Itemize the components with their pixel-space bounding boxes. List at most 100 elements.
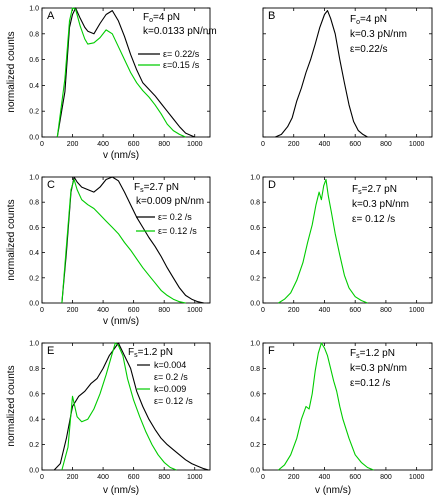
panel-annotation: ε= 0.12 /s (352, 214, 395, 225)
legend-label: ε= 0.22/s (163, 49, 200, 59)
y-tick-label: 0.0 (250, 468, 260, 475)
panel-annotation: k=0.3 pN/nm (350, 363, 407, 374)
y-axis-label: normalized counts (6, 365, 17, 446)
plot-frame (41, 342, 211, 471)
panel-annotation: k=0.009 pN/nm (136, 196, 204, 207)
plot-frame (41, 176, 211, 304)
chart-panel-d: 0 200 400 600 800 1000 0.0 0.2 0.4 0.6 0.8 1.0 D Fs=2… (250, 175, 433, 314)
y-tick-label: 0.0 (29, 468, 39, 475)
legend-label: ε= 0.12 /s (158, 226, 197, 236)
legend-label: ε= 0.12 /s (154, 396, 193, 406)
y-tick-label: 0.6 (29, 225, 39, 232)
x-tick-label: 800 (380, 474, 392, 481)
series-line-green (278, 178, 368, 304)
y-tick-label: 0.0 (29, 135, 39, 142)
x-tick-label: 1000 (409, 141, 425, 148)
panel-annotation: Fo=4 pN (143, 12, 180, 24)
panel-annotation: k=0.3 pN/nm (352, 199, 409, 210)
y-tick-label: 0.2 (250, 442, 260, 449)
y-axis-label: normalized counts (6, 31, 17, 112)
x-tick-label: 600 (349, 474, 361, 481)
y-axis-label: normalized counts (6, 199, 17, 280)
plot-frame (262, 7, 433, 138)
series-line-green (278, 342, 374, 471)
x-tick-label: 200 (67, 307, 79, 314)
x-tick-label: 800 (380, 307, 392, 314)
panel-annotation: Fo=4 pN (350, 14, 387, 26)
panel-letter: D (268, 179, 276, 191)
y-tick-label: 0.8 (250, 200, 260, 207)
x-tick-label: 1000 (409, 307, 425, 314)
x-tick-label: 800 (158, 141, 170, 148)
x-tick-label: 600 (349, 141, 361, 148)
y-tick-label: 1.0 (29, 175, 39, 182)
chart-panel-a: 0 200 400 600 800 1000 0.0 0.2 0.4 0.6 0.8 1.0 A Fo=4… (6, 6, 217, 162)
x-axis-label: v (nm/s) (315, 485, 351, 496)
x-tick-label: 600 (128, 307, 140, 314)
x-tick-label: 200 (288, 307, 300, 314)
legend-label: k=0.009 (154, 384, 186, 394)
panel-annotation: Fs=2.7 pN (352, 184, 397, 196)
panel-letter: A (47, 10, 55, 22)
y-tick-label: 1.0 (250, 341, 260, 348)
series-line-black (275, 10, 368, 138)
series-line-green (61, 178, 186, 304)
chart-panel-b: 0 200 400 600 800 1000 B Fo=4 pN k=0.3 pN/nm ε=0.… (261, 7, 433, 148)
x-tick-label: 200 (67, 141, 79, 148)
plot-frame (262, 176, 433, 304)
x-axis-label: v (nm/s) (103, 316, 139, 327)
y-tick-label: 0.2 (29, 275, 39, 282)
series-line-green (56, 7, 186, 138)
panel-annotation: k=0.3 pN/nm (350, 29, 407, 40)
x-axis-label: v (nm/s) (103, 150, 139, 161)
x-tick-label: 1000 (409, 474, 425, 481)
y-tick-label: 0.4 (29, 250, 39, 257)
plot-frame (262, 342, 433, 471)
y-tick-label: 1.0 (250, 175, 260, 182)
y-tick-label: 1.0 (29, 341, 39, 348)
x-tick-label: 1000 (187, 307, 203, 314)
y-tick-label: 0.2 (29, 442, 39, 449)
y-tick-label: 0.4 (29, 417, 39, 424)
y-tick-label: 0.6 (29, 391, 39, 398)
x-tick-label: 600 (349, 307, 361, 314)
y-tick-label: 0.4 (250, 417, 260, 424)
y-tick-label: 0.6 (29, 57, 39, 64)
panel-annotation: Fs=1.2 pN (128, 347, 173, 359)
x-tick-label: 0 (261, 141, 265, 148)
y-tick-label: 0.4 (250, 250, 260, 257)
x-tick-label: 400 (319, 474, 331, 481)
series-line-black (61, 176, 205, 304)
y-tick-label: 1.0 (29, 6, 39, 13)
legend-label: ε=0.15 /s (163, 60, 200, 70)
x-tick-label: 800 (380, 141, 392, 148)
panel-letter: C (47, 179, 55, 191)
x-tick-label: 600 (128, 141, 140, 148)
y-tick-label: 0.6 (250, 225, 260, 232)
x-tick-label: 0 (40, 307, 44, 314)
plot-frame (41, 7, 211, 138)
x-tick-label: 400 (319, 141, 331, 148)
x-axis-label: v (nm/s) (103, 485, 139, 496)
x-tick-label: 200 (288, 141, 300, 148)
y-tick-label: 0.2 (250, 275, 260, 282)
x-tick-label: 400 (319, 307, 331, 314)
x-tick-label: 0 (261, 307, 265, 314)
chart-panel-e: 0 200 400 600 800 1000 0.0 0.2 0.4 0.6 0.8 1.0 E Fs=1… (6, 341, 211, 496)
x-tick-label: 400 (97, 141, 109, 148)
x-tick-label: 1000 (187, 474, 203, 481)
series-line-green (61, 342, 177, 471)
legend-label: ε= 0.2 /s (154, 372, 188, 382)
legend-label: ε= 0.2 /s (158, 212, 192, 222)
panel-annotation: Fs=1.2 pN (350, 348, 395, 360)
x-tick-label: 0 (261, 474, 265, 481)
y-tick-label: 0.2 (29, 109, 39, 116)
series-line-black (56, 7, 195, 138)
series-line-black (53, 342, 209, 471)
x-tick-label: 800 (158, 474, 170, 481)
chart-panel-c: 0 200 400 600 800 1000 0.0 0.2 0.4 0.6 0.8 1.0 C Fs=2… (6, 175, 211, 327)
panel-letter: F (268, 345, 275, 357)
y-tick-label: 0.8 (29, 366, 39, 373)
x-tick-label: 800 (158, 307, 170, 314)
